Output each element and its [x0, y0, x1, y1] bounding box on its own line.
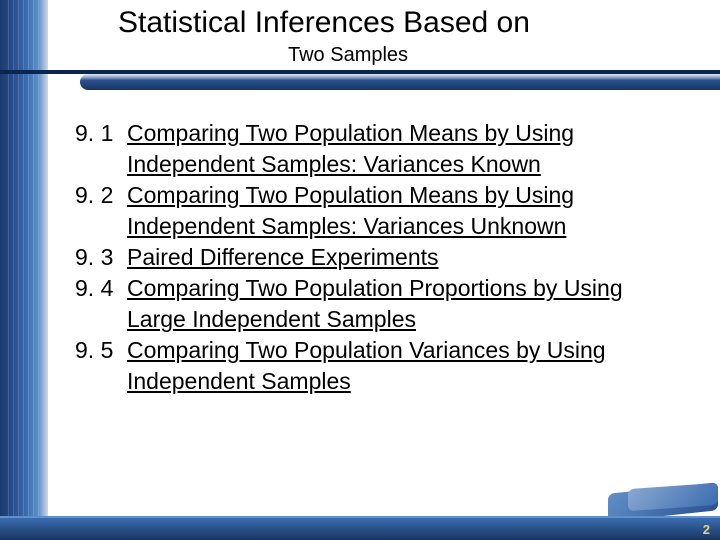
page-number: 2	[703, 522, 710, 537]
list-item: 9. 4 Comparing Two Population Proportion…	[75, 273, 675, 335]
item-text: Comparing Two Population Proportions by …	[127, 273, 675, 335]
slide-header: Statistical Inferences Based on Two Samp…	[0, 0, 720, 90]
corner-decoration	[608, 476, 718, 516]
item-number: 9. 4	[75, 273, 127, 335]
list-item: 9. 5 Comparing Two Population Variances …	[75, 335, 675, 397]
item-text: Comparing Two Population Means by Using …	[127, 180, 675, 242]
content-list: 9. 1 Comparing Two Population Means by U…	[75, 118, 675, 397]
item-number: 9. 1	[75, 118, 127, 180]
item-number: 9. 5	[75, 335, 127, 397]
footer-bar: 2	[0, 518, 720, 540]
item-number: 9. 2	[75, 180, 127, 242]
slide-title-line1: Statistical Inferences Based on	[118, 6, 530, 40]
item-number: 9. 3	[75, 242, 127, 273]
item-text: Comparing Two Population Variances by Us…	[127, 335, 675, 397]
list-item: 9. 2 Comparing Two Population Means by U…	[75, 180, 675, 242]
list-item: 9. 1 Comparing Two Population Means by U…	[75, 118, 675, 180]
header-beam-highlight	[80, 74, 720, 80]
list-item: 9. 3 Paired Difference Experiments	[75, 242, 675, 273]
item-text: Paired Difference Experiments	[127, 242, 439, 273]
item-text: Comparing Two Population Means by Using …	[127, 118, 675, 180]
slide-title-line2: Two Samples	[288, 44, 408, 67]
